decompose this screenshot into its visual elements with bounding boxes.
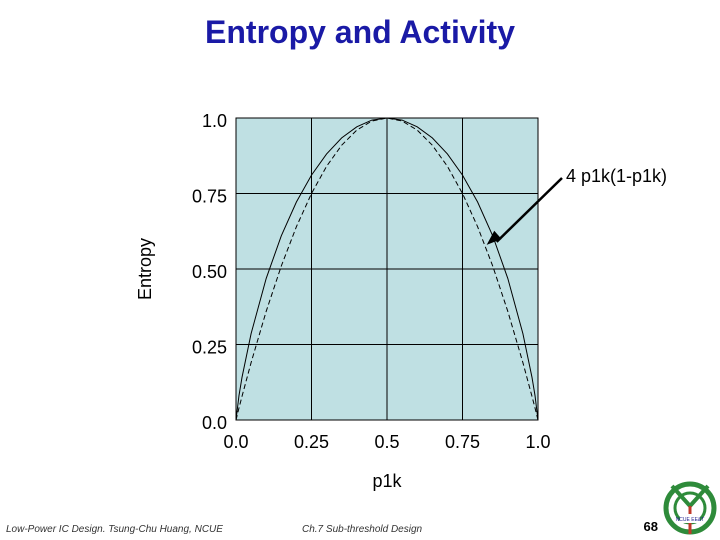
y-tick-label: 0.50 (192, 262, 227, 282)
x-axis-label: p1k (372, 471, 402, 491)
y-tick-label: 0.0 (202, 413, 227, 433)
series-line-dashed (235, 117, 539, 421)
y-axis-label: Entropy (135, 238, 155, 300)
x-tick-label: 0.75 (445, 432, 480, 452)
footer-course: Low-Power IC Design. Tsung-Chu Huang, NC… (6, 524, 223, 535)
x-tick-label: 0.5 (374, 432, 399, 452)
y-tick-label: 0.75 (192, 187, 227, 207)
page-number: 68 (643, 519, 658, 534)
svg-text:NCUE EE&T: NCUE EE&T (676, 517, 705, 523)
annotation-label: 4 p1k(1-p1k) (566, 166, 667, 186)
slide-title: Entropy and Activity (205, 14, 515, 50)
annotation-arrowhead (486, 230, 502, 245)
series-line-solid (235, 117, 539, 421)
y-tick-label: 0.25 (192, 338, 227, 358)
x-tick-label: 0.25 (294, 432, 329, 452)
footer-chapter: Ch.7 Sub-threshold Design (302, 524, 423, 535)
university-logo: NCUE EE&T (663, 481, 717, 535)
annotation-arrow (495, 177, 563, 243)
x-tick-label: 0.0 (223, 432, 248, 452)
x-tick-label: 1.0 (525, 432, 550, 452)
y-tick-label: 1.0 (202, 111, 227, 131)
